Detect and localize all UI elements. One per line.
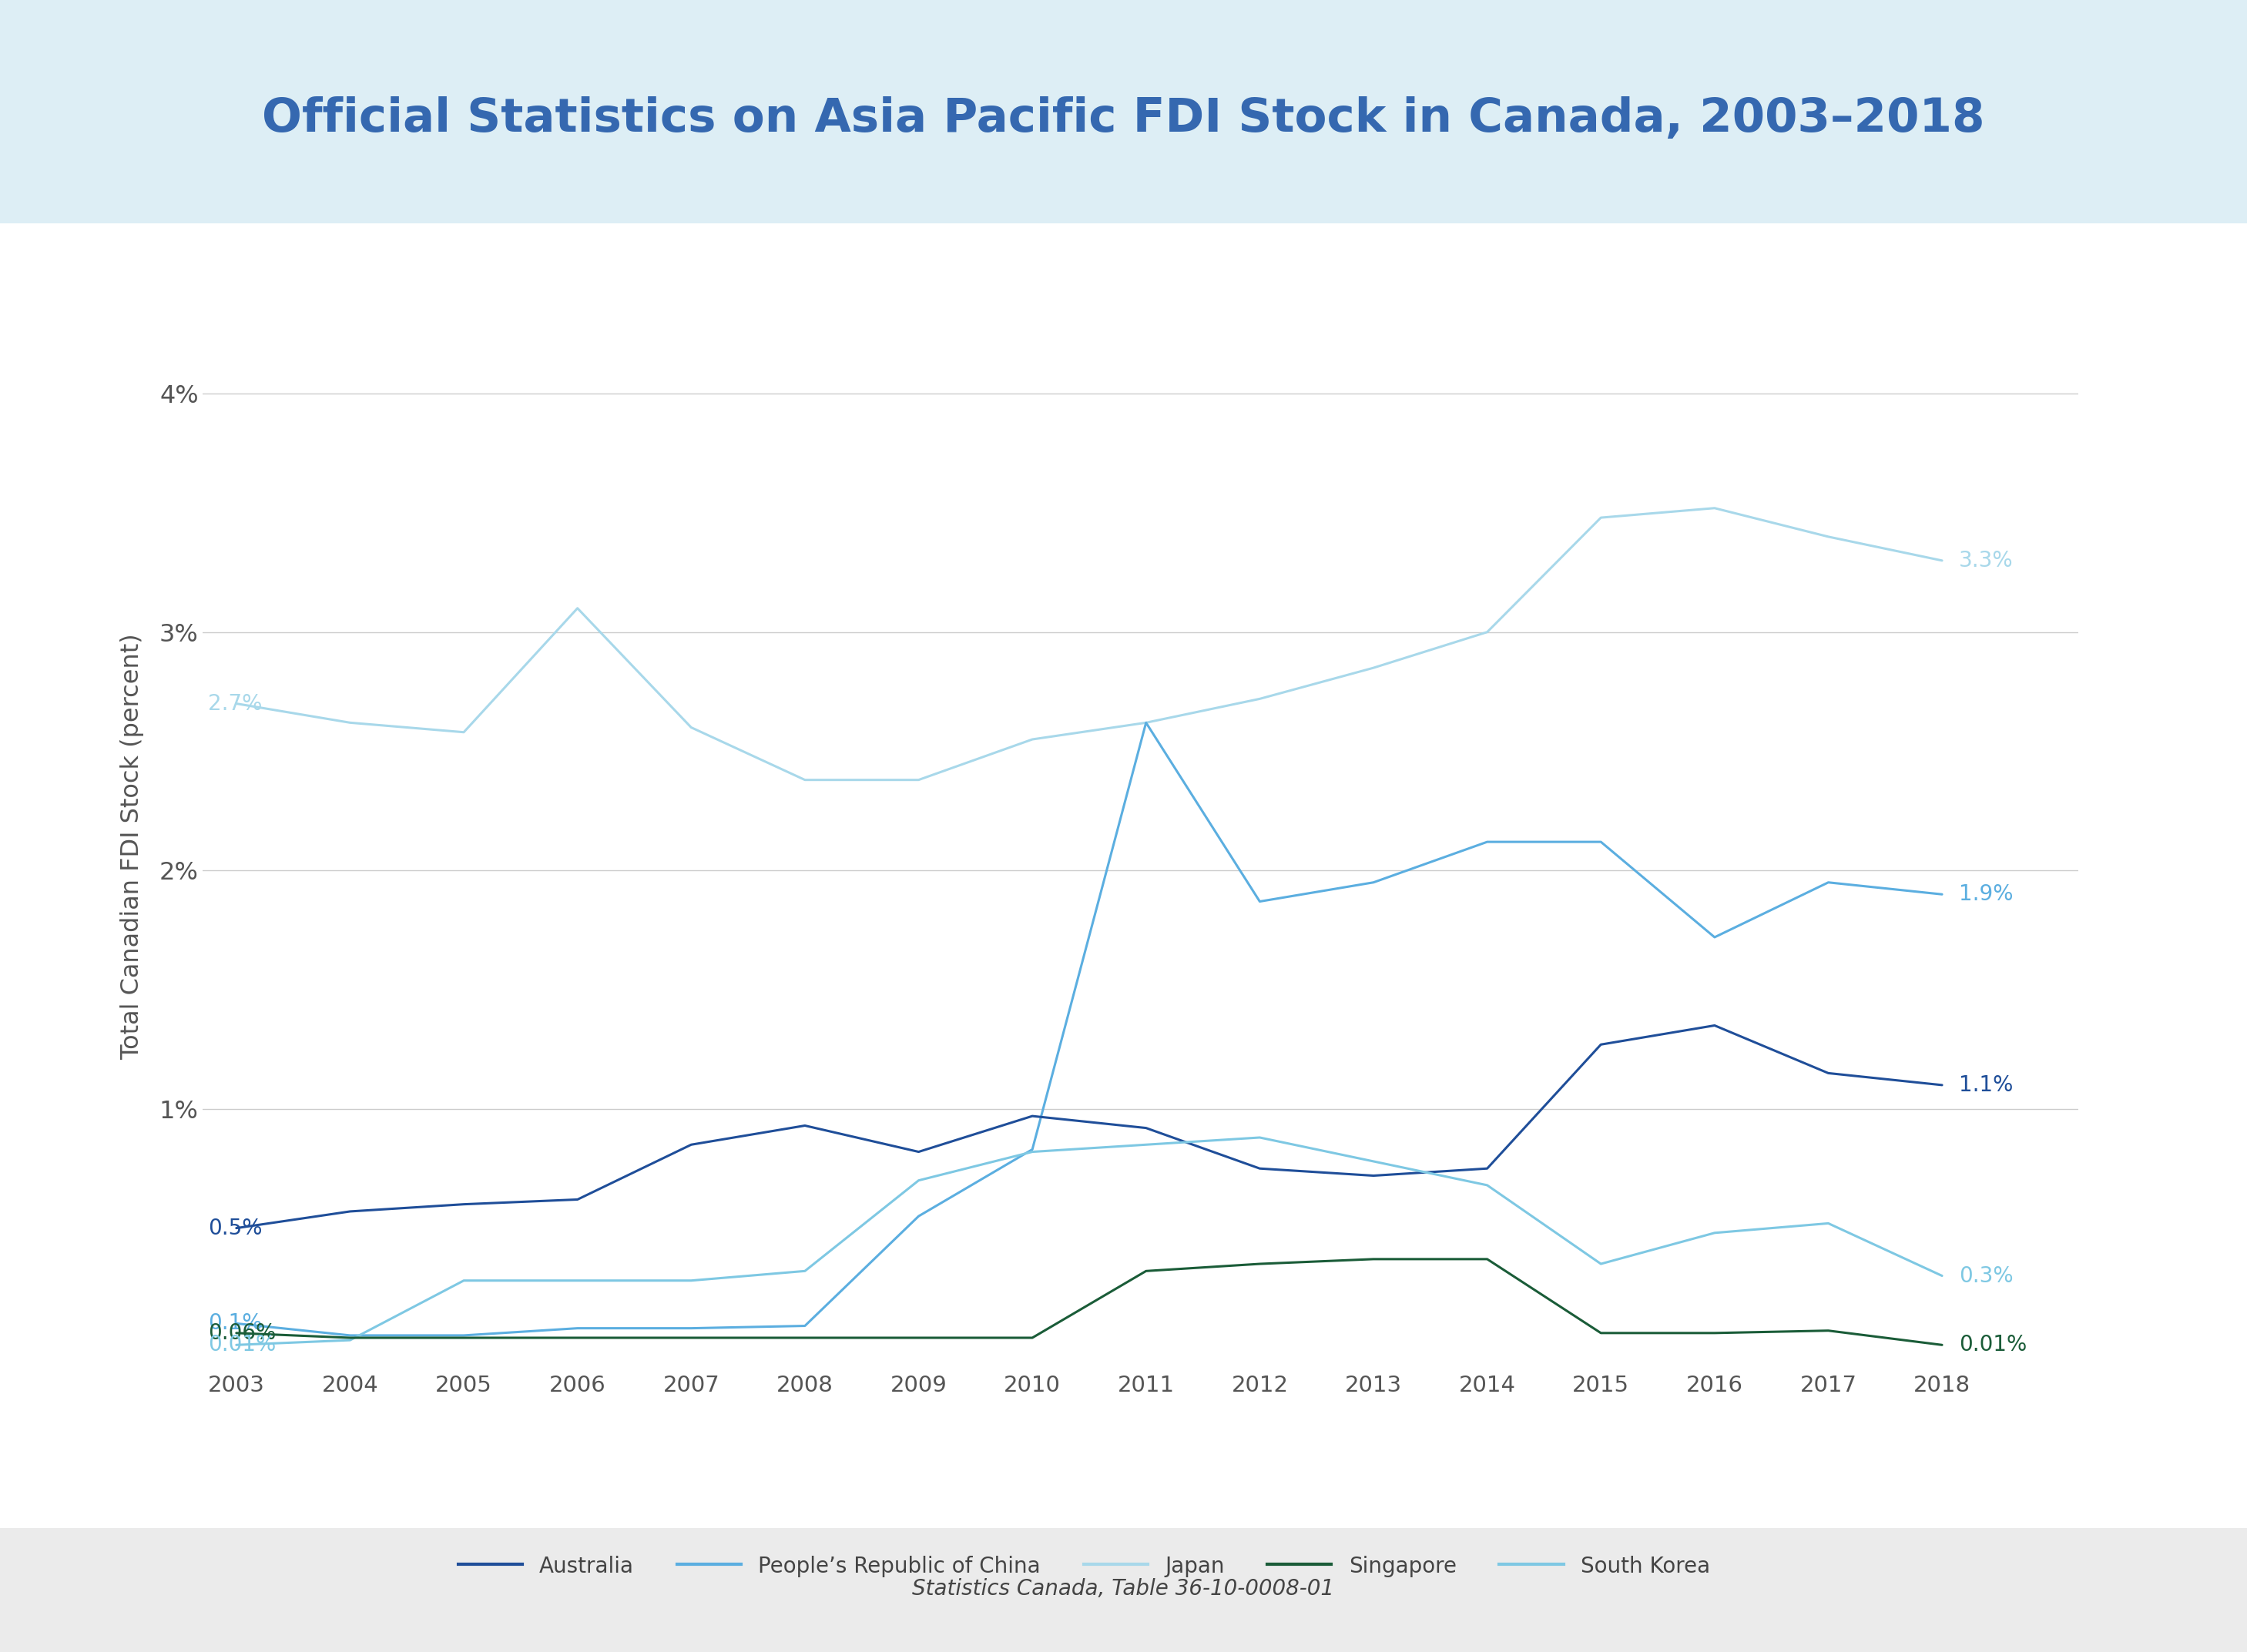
Text: 3.3%: 3.3% bbox=[1959, 550, 2013, 572]
Text: 0.01%: 0.01% bbox=[209, 1335, 276, 1356]
Text: 0.01%: 0.01% bbox=[1959, 1335, 2027, 1356]
Text: Statistics Canada, Table 36-10-0008-01: Statistics Canada, Table 36-10-0008-01 bbox=[912, 1578, 1335, 1601]
Text: 0.5%: 0.5% bbox=[209, 1218, 263, 1239]
Text: 0.1%: 0.1% bbox=[209, 1313, 263, 1335]
Text: 1.1%: 1.1% bbox=[1959, 1074, 2013, 1095]
Text: 0.3%: 0.3% bbox=[1959, 1265, 2013, 1287]
Text: 1.9%: 1.9% bbox=[1959, 884, 2013, 905]
Text: 2.7%: 2.7% bbox=[209, 692, 263, 714]
Y-axis label: Total Canadian FDI Stock (percent): Total Canadian FDI Stock (percent) bbox=[121, 633, 144, 1061]
Legend: Australia, People’s Republic of China, Japan, Singapore, South Korea: Australia, People’s Republic of China, J… bbox=[449, 1548, 1719, 1586]
Text: Official Statistics on Asia Pacific FDI Stock in Canada, 2003–2018: Official Statistics on Asia Pacific FDI … bbox=[263, 96, 1984, 142]
Text: 0.06%: 0.06% bbox=[209, 1322, 276, 1343]
